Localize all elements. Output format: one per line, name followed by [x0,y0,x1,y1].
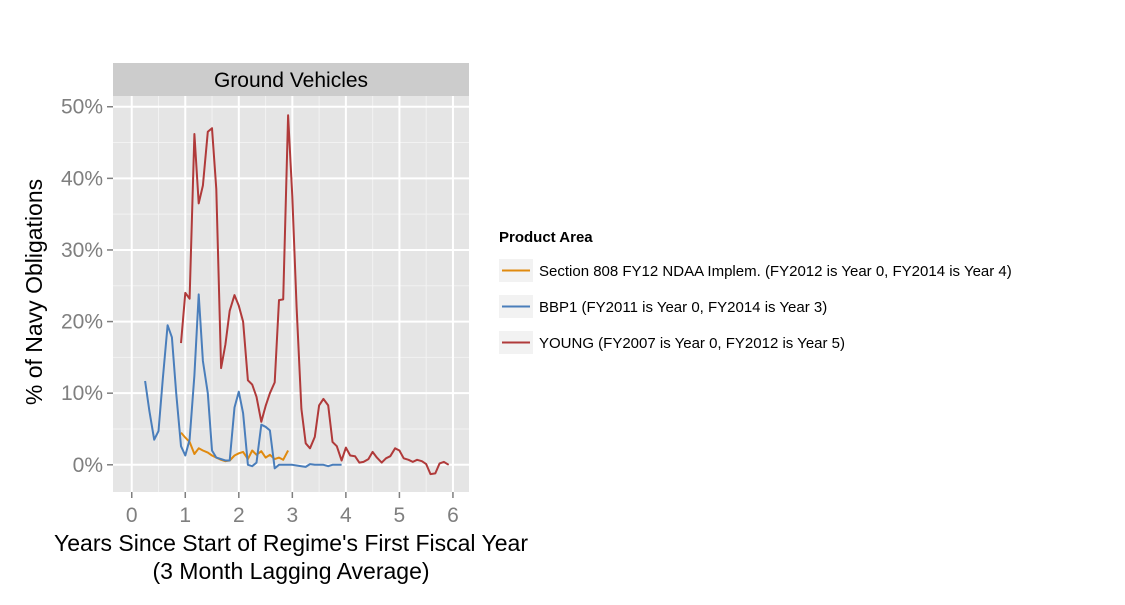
y-tick-label: 30% [61,239,103,262]
legend-items: Section 808 FY12 NDAA Implem. (FY2012 is… [499,259,1012,354]
facet-strip [113,63,469,96]
x-axis-title-line1: Years Since Start of Regime's First Fisc… [54,530,528,556]
y-tick-label: 50% [61,96,103,119]
x-axis: 0 1 2 3 4 5 6 [126,492,459,527]
y-tick-label: 10% [61,382,103,405]
legend-label-2: BBP1 (FY2011 is Year 0, FY2014 is Year 3… [539,299,827,316]
x-tick-label: 2 [233,504,245,527]
series-line-1 [180,431,289,463]
series-group [144,114,450,476]
legend: Product Area Section 808 FY12 NDAA Imple… [499,229,1012,354]
y-axis-title: % of Navy Obligations [21,179,47,405]
legend-label-3: YOUNG (FY2007 is Year 0, FY2012 is Year … [539,335,845,352]
x-axis-title-line2: (3 Month Lagging Average) [152,558,429,584]
y-tick-label: 20% [61,311,103,334]
x-tick-label: 4 [340,504,352,527]
y-tick-label: 40% [61,167,103,190]
x-tick-label: 0 [126,504,138,527]
x-tick-label: 3 [286,504,298,527]
legend-title: Product Area [499,229,593,246]
y-axis: 0% 10% 20% 30% 40% 50% [61,96,113,477]
legend-label-1: Section 808 FY12 NDAA Implem. (FY2012 is… [539,263,1012,280]
x-tick-label: 5 [394,504,406,527]
series-line-2 [144,293,342,470]
series-line-3 [180,114,450,476]
facet-title: Ground Vehicles [214,69,368,92]
y-tick-label: 0% [73,454,103,477]
x-tick-label: 1 [179,504,191,527]
x-tick-label: 6 [447,504,459,527]
